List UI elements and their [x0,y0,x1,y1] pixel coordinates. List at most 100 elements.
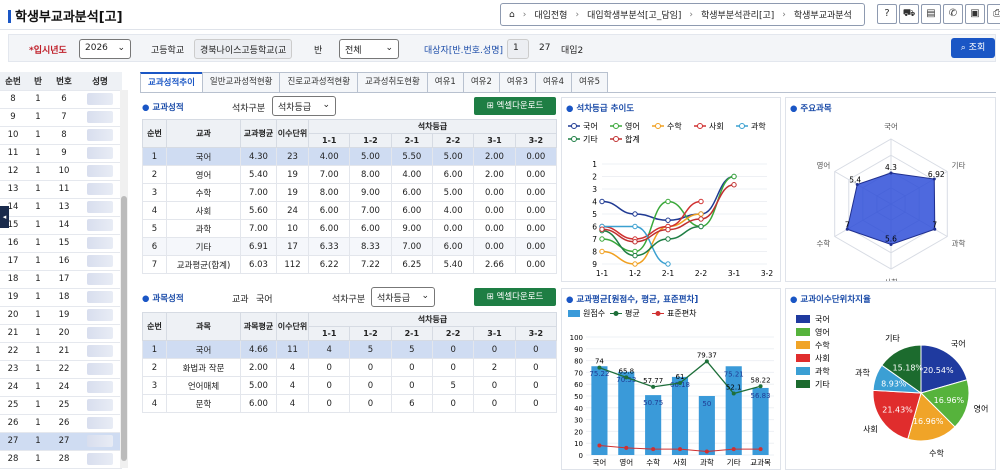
student-cell: 13 [0,180,26,199]
col-header: 과목평균 [240,312,277,341]
student-cell: 1 [26,378,50,397]
tab-item[interactable]: 진로교과성적현황 [279,72,359,92]
table-cell: 5 [349,340,392,359]
table-row[interactable]: 1 국어 4.66 11 4 5 5 0 0 0 [142,340,558,359]
y-tick-label: 20 [574,428,583,436]
class-select[interactable]: 전체 ⌄ [339,39,399,59]
table-cell: 0 [390,358,433,377]
tab-item[interactable]: 교과성취도현황 [357,72,428,92]
collapse-handle[interactable]: ◂ [0,206,9,228]
table-cell: 1 [142,340,167,359]
grades-excel-button[interactable]: ⊞ 엑셀다운로드 [474,97,556,115]
student-cell: 1 [26,360,50,379]
student-row[interactable]: 19 1 18 [0,288,122,307]
student-row[interactable]: 12 1 10 [0,162,122,181]
student-row[interactable]: 11 1 9 [0,144,122,163]
table-row[interactable]: 2 영어 5.40 19 7.00 8.00 4.00 6.00 2.00 0.00 [142,165,558,184]
subject-grade-select[interactable]: 석차등급 ⌄ [371,287,435,307]
table-cell: 언어매체 [166,376,241,395]
student-row[interactable]: 21 1 20 [0,324,122,343]
scrollbar-thumb[interactable] [121,196,127,461]
x-tick-label: 2-1 [662,269,674,278]
breadcrumb-item[interactable]: 학생부교과분석 [793,11,852,21]
table-cell: 0 [349,358,392,377]
avg-point [624,375,629,380]
avg-point [731,391,736,396]
col-header: 1-1 [307,326,351,341]
tab-item[interactable]: 여유2 [462,72,500,92]
col-header: 번호 [50,72,78,91]
year-select[interactable]: 2026 ⌄ [79,39,131,59]
student-cell: 18 [50,288,78,307]
student-row[interactable]: 10 1 8 [0,126,122,145]
legend-label: 과학 [815,366,830,376]
bar [752,387,769,455]
table-row[interactable]: 4 사회 5.60 24 6.00 7.00 6.00 4.00 0.00 0.00 [142,201,558,220]
target-student-number: 27 [539,43,551,53]
student-row[interactable]: 28 1 28 [0,450,122,469]
student-row[interactable]: 25 1 25 [0,396,122,415]
student-name-masked [78,126,122,145]
table-row[interactable]: 7 교과평균(합계) 6.03 112 6.22 7.22 6.25 5.40 2.66 0.00 [142,255,558,274]
student-row[interactable]: 26 1 26 [0,414,122,433]
student-cell: 6 [50,90,78,109]
slice-percent-label: 15.18% [893,363,924,372]
table-row[interactable]: 4 문학 6.00 4 0 0 6 0 0 0 [142,394,558,413]
student-cell: 1 [26,288,50,307]
table-row[interactable]: 3 언어매체 5.00 4 0 0 0 5 0 0 [142,376,558,395]
student-row[interactable]: 17 1 16 [0,252,122,271]
col-header: 순번 [142,119,167,148]
table-cell: 0.00 [514,201,558,220]
phone-icon[interactable]: ✆ [943,4,963,24]
tab-item[interactable]: 여유5 [571,72,609,92]
student-row[interactable]: 22 1 21 [0,342,122,361]
legend-label: 평균 [625,308,640,318]
y-tick-label: 60 [574,381,583,389]
tab-item[interactable]: 여유3 [498,72,536,92]
col-header: 석차등급 [308,119,557,134]
scrollbar[interactable] [120,90,128,468]
slice-percent-label: 20.54% [923,366,954,375]
student-row[interactable]: 20 1 19 [0,306,122,325]
student-cell: 20 [50,324,78,343]
x-tick-label: 기타 [727,458,741,467]
breadcrumb-item[interactable]: 대입학생부분석[고_담임] [587,11,682,21]
tab-item[interactable]: 여유1 [426,72,464,92]
student-row[interactable]: 27 1 27 [0,432,122,451]
student-name-masked [78,234,122,253]
student-row[interactable]: 13 1 11 [0,180,122,199]
subject-excel-button[interactable]: ⊞ 엑셀다운로드 [474,288,556,306]
student-row[interactable]: 23 1 22 [0,360,122,379]
table-row[interactable]: 3 수학 7.00 19 8.00 9.00 6.00 5.00 0.00 0.00 [142,183,558,202]
tab-item[interactable]: 일반교과성적현황 [201,72,281,92]
tab-item[interactable]: 교과성적추이 [140,72,203,92]
student-row[interactable]: 14 1 13 [0,198,122,217]
breadcrumb-item[interactable]: 학생부분석관리[고] [701,11,775,21]
table-row[interactable]: 6 기타 6.91 17 6.33 8.33 7.00 6.00 0.00 0.00 [142,237,558,256]
student-row[interactable]: 24 1 24 [0,378,122,397]
print-icon[interactable]: ⎙ [987,4,1000,24]
table-row[interactable]: 2 화법과 작문 2.00 4 0 0 0 0 2 0 [142,358,558,377]
col-header: 이수단위 [276,312,309,341]
home-icon[interactable]: ⌂ [509,9,515,20]
document-icon[interactable]: ▤ [921,4,941,24]
help-icon[interactable]: ? [877,4,897,24]
data-point [599,198,605,205]
table-row[interactable]: 1 국어 4.30 23 4.00 5.00 5.50 5.00 2.00 0.00 [142,147,558,166]
student-row[interactable]: 15 1 14 [0,216,122,235]
student-row[interactable]: 16 1 15 [0,234,122,253]
table-row[interactable]: 5 과학 7.00 10 6.00 6.00 9.00 0.00 0.00 0.00 [142,219,558,238]
tab-item[interactable]: 여유4 [534,72,573,92]
y-tick-label: 80 [574,358,583,366]
class-label: 반 [314,46,323,56]
grades-grade-select[interactable]: 석차등급 ⌄ [272,96,336,116]
car-icon[interactable]: ⛟ [899,4,919,24]
student-cell: 16 [0,234,26,253]
student-row[interactable]: 18 1 17 [0,270,122,289]
breadcrumb-item[interactable]: 대입전형 [534,11,568,21]
window-icon[interactable]: ▣ [965,4,985,24]
search-button[interactable]: ⌕ 조회 [951,38,995,58]
legend-label: 영어 [815,327,830,337]
